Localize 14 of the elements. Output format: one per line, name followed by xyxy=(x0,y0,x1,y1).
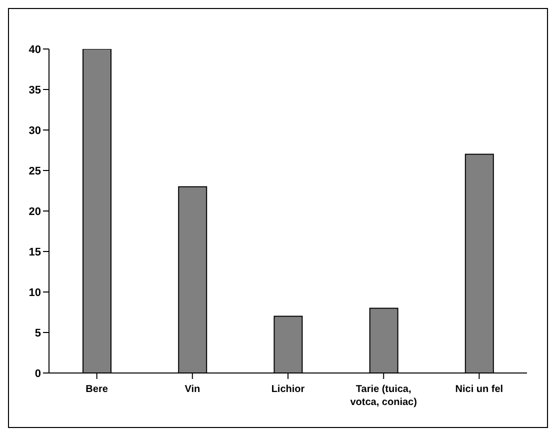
y-tick-label: 35 xyxy=(28,84,41,96)
x-tick-label: Tarie (tuica, votca, coniac) xyxy=(350,384,417,408)
y-tick-label: 0 xyxy=(34,368,41,380)
y-tick-label: 15 xyxy=(28,246,41,258)
y-tick-label: 20 xyxy=(28,206,41,218)
y-tick-label: 10 xyxy=(28,286,41,299)
y-tick-label: 5 xyxy=(34,327,41,340)
x-tick-label: Vin xyxy=(184,384,200,396)
y-tick-label: 40 xyxy=(28,44,41,56)
y-tick-label: 30 xyxy=(28,124,41,137)
x-tick-label: Nici un fel xyxy=(455,384,504,396)
x-tick-label: Bere xyxy=(86,384,108,396)
y-tick-label: 25 xyxy=(28,165,41,178)
x-tick-label: Lichior xyxy=(271,384,305,396)
